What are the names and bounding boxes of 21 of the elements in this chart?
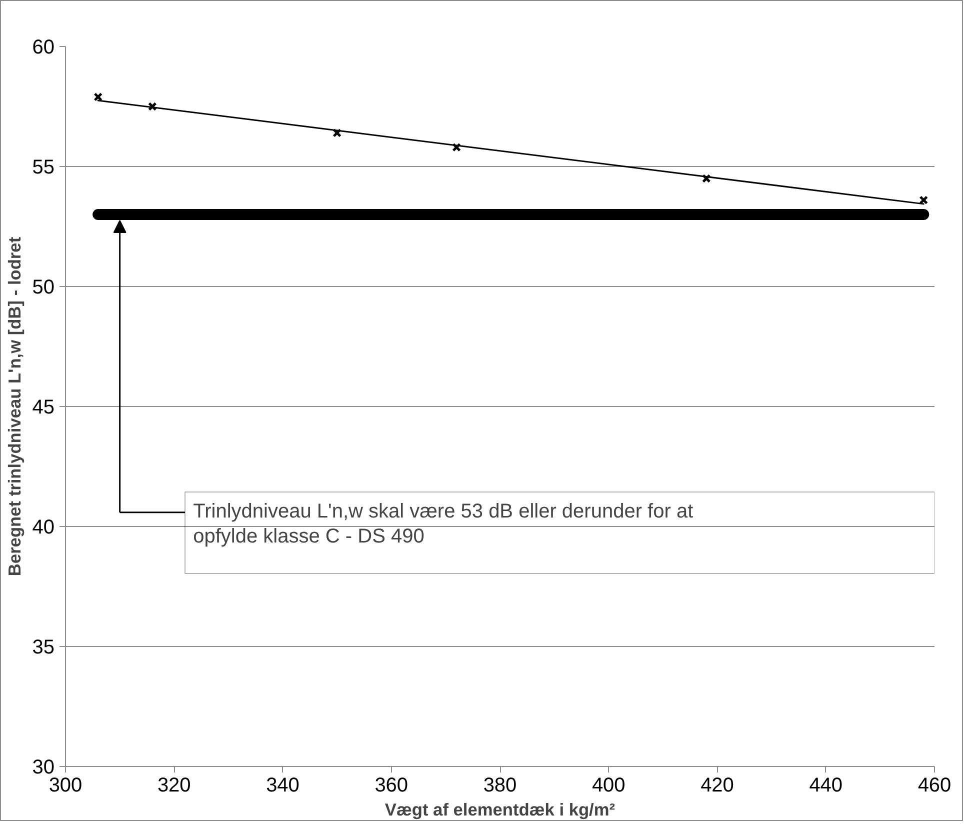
y-tick-label: 60 bbox=[32, 36, 55, 58]
y-axis-title: Beregnet trinlydniveau L'n,w [dB] - lodret bbox=[4, 236, 24, 576]
y-tick-label: 35 bbox=[32, 636, 55, 658]
x-tick-label: 340 bbox=[266, 774, 300, 796]
x-tick-label: 380 bbox=[483, 774, 517, 796]
y-tick-label: 45 bbox=[32, 396, 55, 418]
point bbox=[702, 174, 711, 183]
annotation: Trinlydniveau L'n,w skal være 53 dB eller derunder for at opfylde klasse C - DS 490 bbox=[193, 500, 694, 548]
x-tick-label: 440 bbox=[809, 774, 843, 796]
x-axis-title: Vægt af elementdæk i kg/m² bbox=[384, 800, 616, 820]
point bbox=[148, 102, 157, 111]
x-tick-label: 360 bbox=[374, 774, 408, 796]
x-tick-label: 400 bbox=[592, 774, 626, 796]
y-tick-label: 40 bbox=[32, 516, 55, 538]
x-tick-label: 460 bbox=[918, 774, 952, 796]
y-tick-label: 50 bbox=[32, 276, 55, 298]
point bbox=[452, 142, 461, 152]
y-tick-label: 55 bbox=[32, 156, 55, 178]
x-tick-label: 420 bbox=[700, 774, 734, 796]
x-tick-label: 320 bbox=[157, 774, 191, 796]
point bbox=[332, 128, 342, 138]
